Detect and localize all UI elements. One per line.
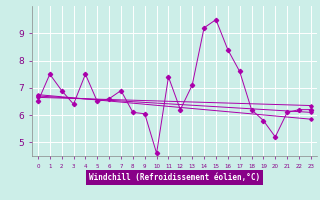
X-axis label: Windchill (Refroidissement éolien,°C): Windchill (Refroidissement éolien,°C) <box>89 173 260 182</box>
